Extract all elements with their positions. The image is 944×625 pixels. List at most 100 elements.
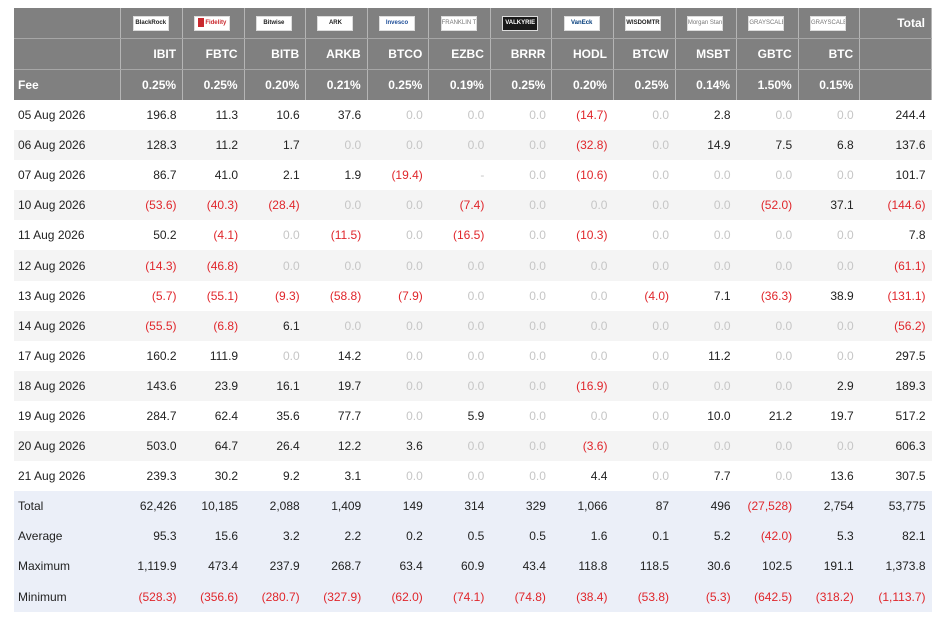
ticker-header: BTC — [798, 38, 861, 70]
flow-value-cell: 0.0 — [736, 160, 799, 191]
flow-value-cell: 314 — [428, 491, 491, 522]
table-row: 11 Aug 2026 50.2 (4.1) 0.0 (11.5) 0.0 (16.5) 0.… — [14, 220, 932, 251]
flow-value-cell: 0.0 — [798, 310, 860, 341]
row-total-cell: 53,775 — [859, 491, 932, 522]
ticker-header: MSBT — [675, 38, 738, 70]
flow-value-cell: 0.0 — [551, 280, 614, 311]
flow-value-cell: 0.0 — [428, 130, 491, 161]
flow-value-cell: 5.2 — [675, 521, 737, 552]
flow-value-cell: 2.9 — [798, 370, 860, 401]
flow-value-cell: 2,088 — [244, 491, 306, 522]
flow-value-cell: 5.3 — [798, 521, 860, 552]
flow-value-cell: 0.0 — [305, 310, 368, 341]
flow-value-cell: 0.0 — [428, 461, 491, 492]
date-cell: 14 Aug 2026 — [14, 310, 121, 341]
fee-value: 0.15% — [798, 69, 861, 100]
flow-value-cell: (4.1) — [182, 220, 245, 251]
table-row: 14 Aug 2026 (55.5) (6.8) 6.1 0.0 0.0 0.0 0.0 0.0… — [14, 310, 932, 341]
flow-value-cell: 118.8 — [551, 551, 614, 582]
table-row: 21 Aug 2026 239.3 30.2 9.2 3.1 0.0 0.0 0.0 4.4 0.… — [14, 461, 932, 492]
date-cell: 21 Aug 2026 — [14, 461, 121, 492]
flow-value-cell: 196.8 — [120, 100, 183, 131]
flow-value-cell: 7.1 — [675, 280, 737, 311]
flow-table-body: 05 Aug 2026 196.8 11.3 10.6 37.6 0.0 0.0 0.0 (14… — [14, 100, 932, 612]
row-total-cell: (56.2) — [859, 310, 932, 341]
flow-value-cell: (327.9) — [305, 581, 368, 612]
logo-cell: VanEck — [551, 8, 614, 39]
table-row: 18 Aug 2026 143.6 23.9 16.1 19.7 0.0 0.0 0.0 (16… — [14, 370, 932, 401]
morgan-stanley-logo: Morgan Stanley — [686, 15, 723, 31]
flow-value-cell: 14.2 — [305, 340, 368, 371]
flow-value-cell: 2.1 — [244, 160, 306, 191]
flow-value-cell: 41.0 — [182, 160, 245, 191]
flow-value-cell: (53.6) — [120, 190, 183, 221]
flow-value-cell: (3.6) — [551, 431, 614, 462]
fidelity-logo: Fidelity — [194, 15, 231, 31]
flow-value-cell: 0.0 — [490, 130, 552, 161]
flow-value-cell: 0.0 — [367, 190, 429, 221]
bitwise-logo: Bitwise — [255, 15, 292, 31]
flow-value-cell: 4.4 — [551, 461, 614, 492]
flow-value-cell: (4.0) — [613, 280, 676, 311]
row-total-cell: 1,373.8 — [859, 551, 932, 582]
flow-value-cell: 0.0 — [490, 461, 552, 492]
flow-value-cell: 0.0 — [490, 190, 552, 221]
flow-value-cell: 0.0 — [244, 340, 306, 371]
flow-value-cell: 2,754 — [798, 491, 860, 522]
flow-value-cell: 6.1 — [244, 310, 306, 341]
logo-cell: WISDOMTREE — [613, 8, 676, 39]
flow-value-cell: 0.0 — [798, 431, 860, 462]
flow-value-cell: 0.0 — [736, 220, 799, 251]
flow-value-cell: (36.3) — [736, 280, 799, 311]
grayscale-logo: GRAYSCALE — [748, 15, 785, 31]
flow-value-cell: 0.0 — [244, 250, 306, 281]
flow-value-cell: (280.7) — [244, 581, 306, 612]
flow-value-cell: (528.3) — [120, 581, 183, 612]
flow-value-cell: 118.5 — [613, 551, 676, 582]
flow-value-cell: 0.0 — [613, 220, 676, 251]
flow-value-cell: 0.5 — [428, 521, 491, 552]
row-total-cell: 137.6 — [859, 130, 932, 161]
flow-value-cell: (74.1) — [428, 581, 491, 612]
flow-value-cell: 15.6 — [182, 521, 245, 552]
fee-value: 0.14% — [675, 69, 738, 100]
flow-value-cell: 0.0 — [367, 400, 429, 432]
flow-value-cell: 9.2 — [244, 461, 306, 492]
flow-value-cell: 35.6 — [244, 400, 306, 432]
logo-cell: Fidelity — [182, 8, 245, 39]
flow-value-cell: 77.7 — [305, 400, 368, 432]
ticker-header: BTCO — [367, 38, 430, 70]
flow-value-cell: 0.5 — [490, 521, 552, 552]
flow-value-cell: 3.6 — [367, 431, 429, 462]
flow-value-cell: (32.8) — [551, 130, 614, 161]
flow-value-cell: 284.7 — [120, 400, 183, 432]
date-cell: 17 Aug 2026 — [14, 340, 121, 371]
flow-value-cell: 0.0 — [305, 190, 368, 221]
flow-value-cell: 0.0 — [798, 340, 860, 371]
flow-value-cell: 0.0 — [675, 190, 737, 221]
flow-value-cell: (14.3) — [120, 250, 183, 281]
row-total-cell: 307.5 — [859, 461, 932, 492]
date-cell: 05 Aug 2026 — [14, 100, 121, 131]
ticker-total-blank — [859, 38, 932, 70]
logo-cell: ARK — [305, 8, 368, 39]
flow-value-cell: 0.0 — [613, 461, 676, 492]
flow-value-cell: (62.0) — [367, 581, 429, 612]
flow-value-cell: 160.2 — [120, 340, 183, 371]
flow-value-cell: 0.0 — [367, 340, 429, 371]
date-cell: 07 Aug 2026 — [14, 160, 121, 191]
flow-value-cell: (356.6) — [182, 581, 245, 612]
flow-value-cell: (46.8) — [182, 250, 245, 281]
date-cell: 13 Aug 2026 — [14, 280, 121, 311]
flow-value-cell: 0.0 — [736, 461, 799, 492]
flow-value-cell: - — [428, 160, 491, 191]
flow-value-cell: 0.0 — [613, 370, 676, 401]
row-total-cell: (131.1) — [859, 280, 932, 311]
ticker-header: ARKB — [305, 38, 368, 70]
ticker-header: HODL — [551, 38, 614, 70]
flow-value-cell: 0.0 — [551, 340, 614, 371]
flow-value-cell: 43.4 — [490, 551, 552, 582]
flow-value-cell: (40.3) — [182, 190, 245, 221]
flow-value-cell: 0.0 — [367, 130, 429, 161]
flow-value-cell: 0.0 — [798, 100, 860, 131]
